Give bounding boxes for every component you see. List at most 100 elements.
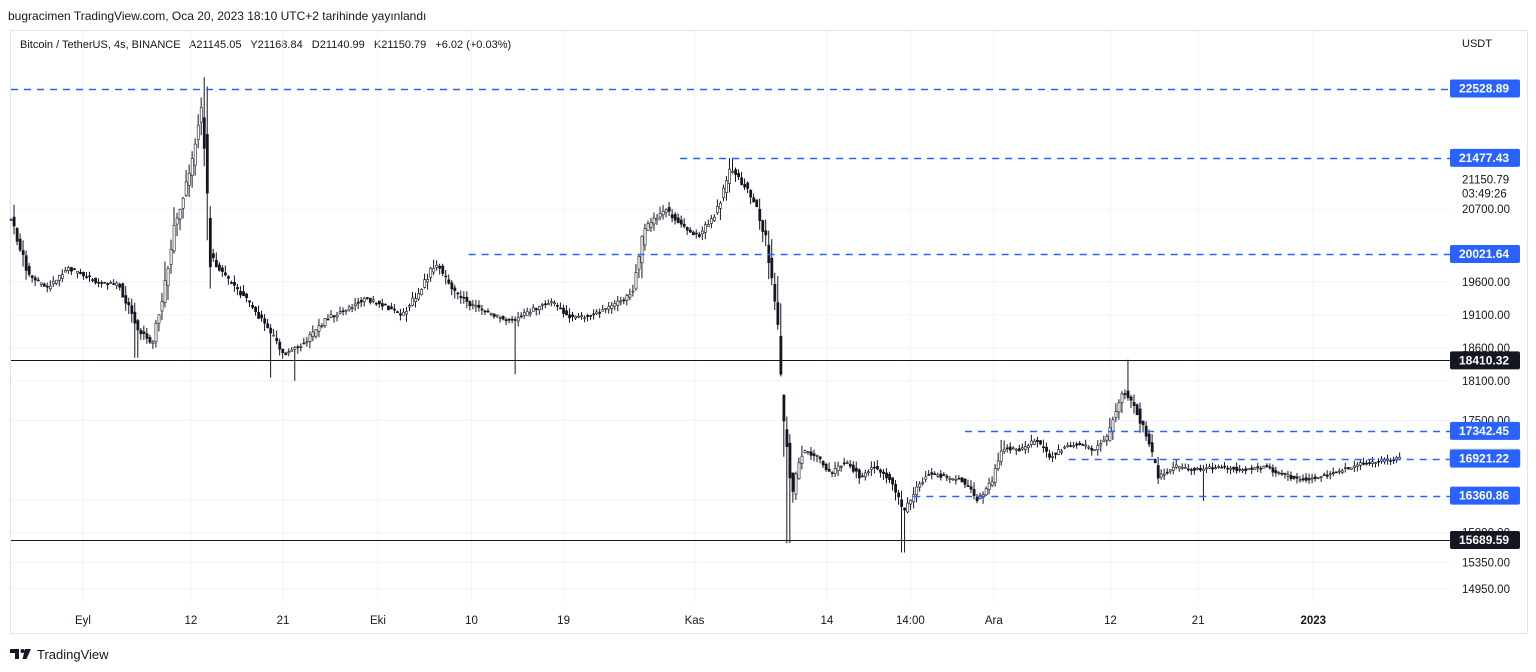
- candle-body: [779, 336, 783, 375]
- candle-body: [951, 478, 955, 480]
- candle-body: [1135, 404, 1139, 416]
- candle-body: [707, 224, 710, 227]
- candle-body: [1343, 467, 1347, 469]
- candle-body: [284, 352, 288, 356]
- candle-body: [486, 310, 490, 313]
- candle-body: [1259, 467, 1263, 470]
- candle-body: [51, 281, 55, 285]
- candle-body: [827, 468, 831, 472]
- candle-body: [857, 469, 861, 479]
- candle-body: [930, 472, 934, 475]
- candle-body: [118, 283, 122, 288]
- x-tick-label: 21: [1192, 615, 1205, 627]
- candle-body: [1310, 477, 1314, 480]
- candle-body: [821, 461, 825, 466]
- candle-body: [637, 256, 641, 270]
- candle-body: [510, 318, 514, 321]
- candle-body: [1111, 419, 1115, 432]
- candle-body: [290, 349, 294, 352]
- candle-body: [1322, 474, 1326, 476]
- candle-body: [553, 302, 556, 305]
- candle-body: [299, 346, 303, 348]
- candle-body: [248, 300, 251, 303]
- candle-body: [1359, 462, 1362, 466]
- candle-body: [1180, 466, 1184, 469]
- candle-body: [1165, 471, 1169, 474]
- candle-body: [761, 220, 765, 232]
- candle-body: [673, 214, 677, 221]
- candle-body: [453, 287, 457, 291]
- candle-body: [915, 486, 919, 495]
- candle-body: [984, 488, 988, 496]
- candle-body: [61, 274, 64, 279]
- candle-body: [332, 315, 336, 318]
- candle-body: [450, 282, 454, 290]
- price-level-tag[interactable]: [1450, 245, 1520, 264]
- candle-body: [76, 270, 79, 274]
- candle-body: [1123, 393, 1127, 395]
- candle-body: [1319, 476, 1323, 478]
- candle-body: [1177, 466, 1181, 469]
- price-level-tag[interactable]: [1450, 421, 1520, 440]
- candle-body: [272, 334, 276, 337]
- legend-symbol[interactable]: Bitcoin / TetherUS, 4s, BINANCE: [20, 39, 181, 51]
- candle-body: [969, 486, 973, 490]
- x-tick-label: Eki: [370, 615, 386, 627]
- candle-body: [1202, 468, 1205, 471]
- candle-body: [24, 255, 28, 271]
- candle-body: [498, 317, 502, 319]
- candle-body: [236, 287, 239, 290]
- candle-body: [160, 301, 164, 312]
- candle-body: [124, 295, 128, 304]
- price-level-tag[interactable]: [1450, 351, 1520, 370]
- candle-body: [103, 281, 107, 284]
- candle-body: [1389, 460, 1393, 462]
- candle-body: [263, 318, 267, 324]
- candle-body: [335, 314, 339, 318]
- candle-body: [1289, 475, 1293, 480]
- candle-body: [1005, 447, 1009, 450]
- candle-body: [812, 453, 816, 456]
- candle-body: [679, 219, 683, 225]
- candle-body: [54, 279, 58, 284]
- candle-body: [921, 482, 925, 484]
- candle-body: [1301, 478, 1305, 481]
- currency-label[interactable]: USDT: [1462, 38, 1492, 50]
- candle-body: [169, 249, 173, 265]
- candle-body: [1304, 477, 1308, 481]
- price-level-tag[interactable]: [1450, 449, 1520, 468]
- candle-body: [9, 219, 13, 221]
- candle-body: [217, 264, 221, 271]
- candle-body: [504, 319, 508, 322]
- price-level-tag[interactable]: [1450, 486, 1520, 505]
- candle-body: [1283, 472, 1287, 475]
- candle-body: [785, 429, 789, 448]
- candle-body: [1217, 466, 1221, 468]
- candle-body: [1271, 467, 1275, 473]
- candle-body: [565, 310, 568, 316]
- candle-body: [592, 313, 596, 316]
- candle-body: [27, 266, 31, 275]
- price-level-tag[interactable]: [1450, 148, 1520, 167]
- candle-body: [275, 337, 279, 342]
- candle-body: [208, 218, 212, 268]
- candle-body: [112, 283, 116, 285]
- candle-body: [308, 334, 312, 342]
- price-level-tag[interactable]: [1450, 530, 1520, 549]
- candle-body: [948, 478, 952, 480]
- candle-body: [139, 330, 143, 335]
- candle-body: [519, 315, 523, 318]
- candle-body: [1268, 466, 1272, 469]
- footer-brand[interactable]: TradingView: [10, 646, 109, 662]
- candle-body: [148, 337, 152, 343]
- price-level-tag[interactable]: [1450, 79, 1520, 98]
- candle-body: [1048, 453, 1051, 458]
- candle-body: [251, 305, 255, 308]
- candle-body: [900, 499, 904, 507]
- candle-body: [1274, 470, 1278, 474]
- candle-body: [879, 469, 882, 473]
- candle-body: [356, 301, 360, 304]
- candle-body: [731, 171, 734, 173]
- candle-body: [1184, 467, 1187, 469]
